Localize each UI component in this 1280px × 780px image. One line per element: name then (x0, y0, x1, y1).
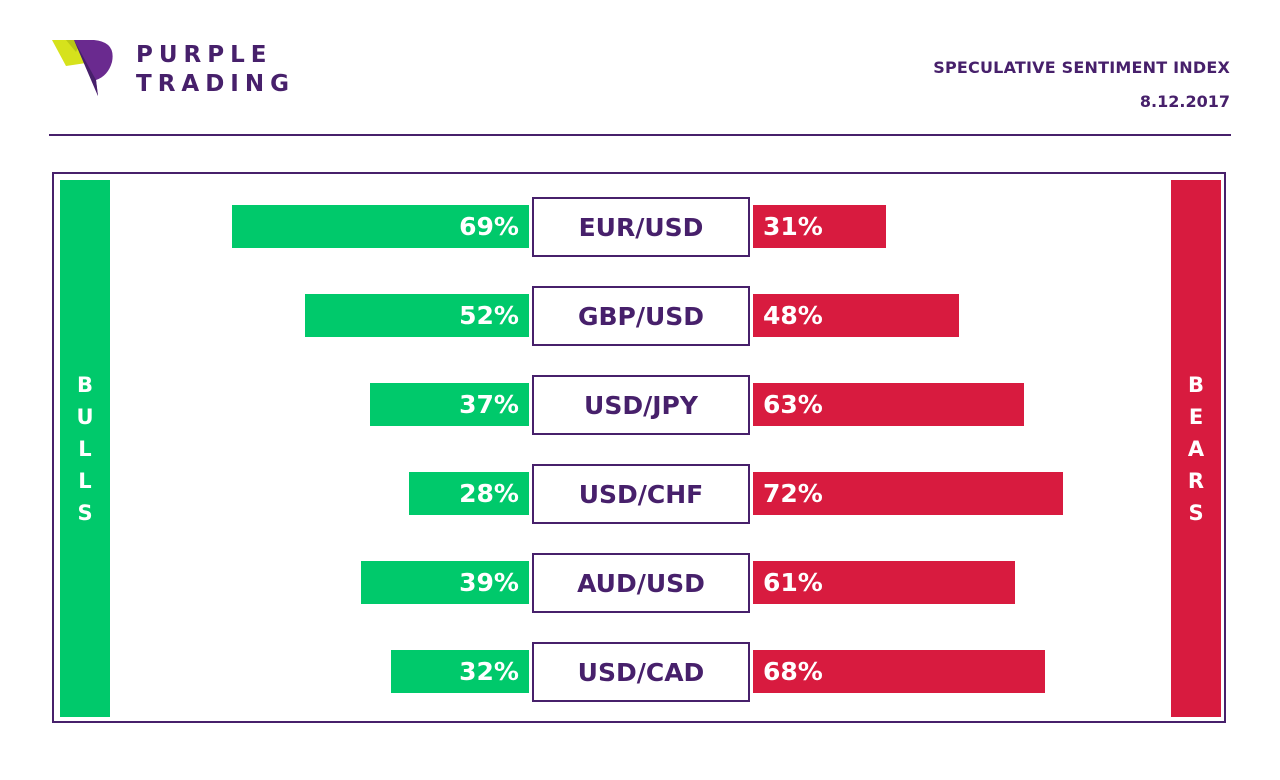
bears-label-letter: A (1187, 436, 1205, 461)
bears-bar-usd-cad: 68% (753, 650, 1046, 693)
bulls-label-letter: B (76, 372, 93, 397)
bulls-bar-aud-usd: 39% (361, 561, 529, 604)
bulls-bar-usd-cad: 32% (391, 650, 529, 693)
report-date: 8.12.2017 (1139, 92, 1230, 111)
bulls-label-letter: L (78, 468, 92, 493)
purple-trading-logo-icon (52, 40, 113, 96)
pair-label-gbp-usd: GBP/USD (532, 286, 750, 346)
pair-label-usd-chf: USD/CHF (532, 464, 750, 524)
brand-name: PURPLE TRADING (136, 41, 295, 99)
bears-label-letter: S (1188, 500, 1204, 525)
brand-line-1: PURPLE (136, 42, 273, 68)
bears-bar-gbp-usd: 48% (753, 294, 960, 337)
pair-label-usd-jpy: USD/JPY (532, 375, 750, 435)
header-divider (49, 134, 1231, 136)
bulls-bar-gbp-usd: 52% (305, 294, 529, 337)
bulls-label-letter: S (77, 500, 93, 525)
bears-bar-eur-usd: 31% (753, 205, 887, 248)
pair-label-usd-cad: USD/CAD (532, 642, 750, 702)
brand-line-2: TRADING (136, 71, 295, 97)
bulls-bar-eur-usd: 69% (232, 205, 529, 248)
chart-frame (52, 172, 1226, 723)
bears-label-letter: R (1187, 468, 1205, 493)
bears-label-letter: E (1188, 404, 1204, 429)
bulls-label-letter: U (76, 404, 94, 429)
bulls-bar-usd-chf: 28% (408, 472, 529, 515)
pair-label-aud-usd: AUD/USD (532, 553, 750, 613)
bears-label-letter: B (1187, 372, 1204, 397)
bears-bar-usd-jpy: 63% (753, 383, 1024, 426)
report-title: SPECULATIVE SENTIMENT INDEX (933, 58, 1230, 77)
bears-bar-usd-chf: 72% (753, 472, 1063, 515)
bears-bar-aud-usd: 61% (753, 561, 1016, 604)
pair-label-eur-usd: EUR/USD (532, 197, 750, 257)
bulls-label-letter: L (78, 436, 92, 461)
bulls-bar-usd-jpy: 37% (369, 383, 529, 426)
